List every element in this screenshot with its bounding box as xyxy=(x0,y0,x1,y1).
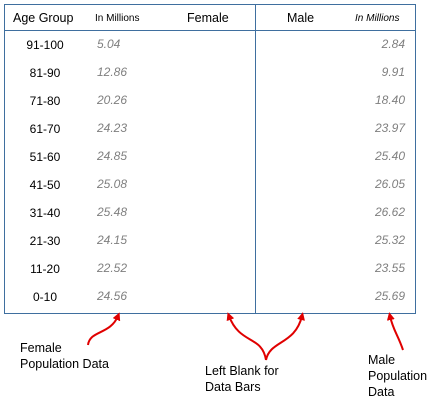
age-group-cell: 61-70 xyxy=(29,122,61,136)
age-group-cell: 51-60 xyxy=(29,150,61,164)
age-group-cell: 0-10 xyxy=(32,290,58,304)
female-data-note: Female Population Data xyxy=(20,340,109,372)
table-row: 0-10 24.56 25.69 xyxy=(5,284,415,311)
female-value-cell: 24.15 xyxy=(97,233,128,247)
male-units-header: In Millions xyxy=(355,13,400,24)
age-group-cell: 81-90 xyxy=(29,66,61,80)
male-value-cell: 2.84 xyxy=(381,37,405,51)
female-value-cell: 20.26 xyxy=(97,93,128,107)
table-row: 61-70 24.23 23.97 xyxy=(5,116,415,143)
age-group-cell: 41-50 xyxy=(29,178,61,192)
female-value-cell: 25.48 xyxy=(97,205,128,219)
bars-left-arrow xyxy=(226,312,267,361)
table-row: 11-20 22.52 23.55 xyxy=(5,256,415,283)
blank-bars-note-line: Left Blank for xyxy=(205,364,279,378)
table-row: 41-50 25.08 26.05 xyxy=(5,172,415,199)
age-group-cell: 71-80 xyxy=(29,94,61,108)
male-value-cell: 9.91 xyxy=(381,65,405,79)
male-arrow xyxy=(386,312,404,351)
female-units-header: In Millions xyxy=(95,13,140,24)
age-group-cell: 21-30 xyxy=(29,234,61,248)
bars-right-arrow xyxy=(265,312,305,361)
male-value-cell: 18.40 xyxy=(374,93,405,107)
age-group-cell: 31-40 xyxy=(29,206,61,220)
female-value-cell: 5.04 xyxy=(97,37,121,51)
female-data-note-line: Female xyxy=(20,341,62,355)
table-row: 91-100 5.04 2.84 xyxy=(5,32,415,59)
table-header: Age Group In Millions Female Male In Mil… xyxy=(5,5,415,31)
table-row: 21-30 24.15 25.32 xyxy=(5,228,415,255)
male-value-cell: 25.69 xyxy=(374,289,405,303)
female-value-cell: 24.56 xyxy=(97,289,128,303)
population-table: Age Group In Millions Female Male In Mil… xyxy=(4,4,416,314)
age-group-cell: 11-20 xyxy=(30,262,60,276)
male-value-cell: 23.97 xyxy=(374,121,405,135)
female-value-cell: 12.86 xyxy=(97,65,128,79)
male-header: Male xyxy=(287,11,315,25)
female-value-cell: 25.08 xyxy=(97,177,128,191)
female-value-cell: 24.23 xyxy=(97,121,128,135)
table-row: 31-40 25.48 26.62 xyxy=(5,200,415,227)
female-value-cell: 22.52 xyxy=(97,261,128,275)
age-group-cell: 91-100 xyxy=(26,38,64,52)
male-data-note: Male Population Data xyxy=(368,352,427,400)
male-value-cell: 26.05 xyxy=(374,177,405,191)
table-row: 51-60 24.85 25.40 xyxy=(5,144,415,171)
blank-bars-note-line: Data Bars xyxy=(205,380,261,394)
female-data-note-line: Population Data xyxy=(20,357,109,371)
blank-bars-note: Left Blank for Data Bars xyxy=(205,363,279,395)
female-arrow xyxy=(87,312,121,346)
male-value-cell: 26.62 xyxy=(374,205,405,219)
table-row: 71-80 20.26 18.40 xyxy=(5,88,415,115)
male-value-cell: 25.40 xyxy=(374,149,405,163)
column-divider xyxy=(255,5,256,313)
male-data-note-line: Data xyxy=(368,385,395,399)
male-data-note-line: Population xyxy=(368,369,428,383)
female-header: Female xyxy=(187,11,229,25)
male-value-cell: 25.32 xyxy=(374,233,405,247)
male-value-cell: 23.55 xyxy=(374,261,405,275)
age-group-header: Age Group xyxy=(13,11,74,25)
male-data-note-line: Male xyxy=(368,353,396,367)
table-row: 81-90 12.86 9.91 xyxy=(5,60,415,87)
female-value-cell: 24.85 xyxy=(97,149,128,163)
